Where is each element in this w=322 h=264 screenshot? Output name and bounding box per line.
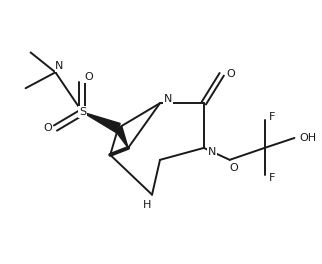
Text: F: F (269, 112, 276, 122)
Text: O: O (84, 72, 93, 82)
Text: H: H (143, 200, 151, 210)
Text: O: O (43, 123, 52, 133)
Text: F: F (269, 173, 276, 183)
Text: S: S (79, 107, 86, 117)
Text: N: N (164, 94, 172, 104)
Text: O: O (229, 163, 238, 173)
Polygon shape (115, 126, 128, 148)
Text: O: O (226, 69, 235, 79)
Text: OH: OH (300, 133, 317, 143)
Text: N: N (208, 147, 216, 157)
Text: N: N (55, 61, 64, 71)
Polygon shape (82, 112, 120, 133)
